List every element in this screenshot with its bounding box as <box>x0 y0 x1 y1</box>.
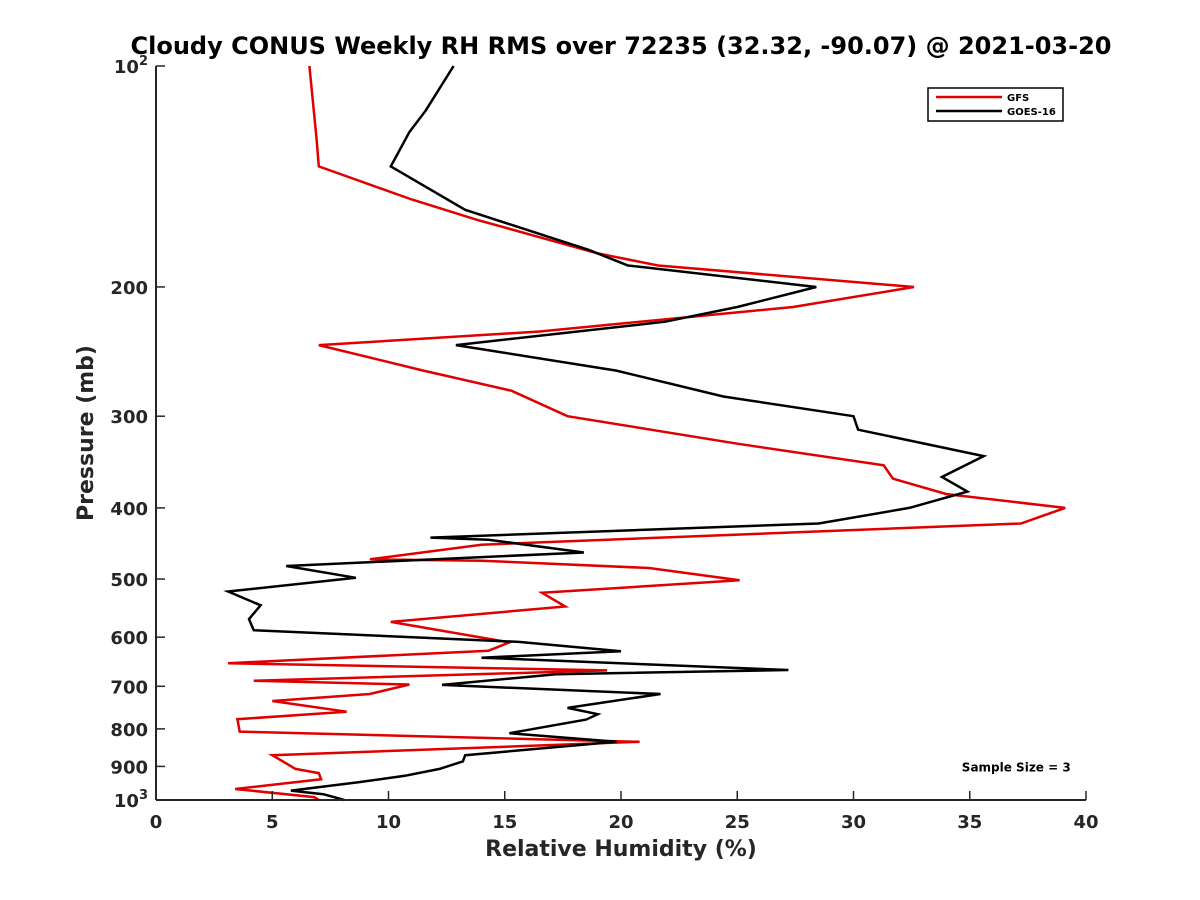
legend-label-gfs: GFS <box>1007 93 1029 104</box>
x-tick-label: 25 <box>725 812 750 833</box>
y-tick-label: 300 <box>110 407 148 428</box>
legend-box <box>927 87 1064 122</box>
sample-size-annotation: Sample Size = 3 <box>962 760 1071 774</box>
x-tick-label: 10 <box>376 812 401 833</box>
x-tick-label: 40 <box>1073 812 1098 833</box>
x-tick-label: 30 <box>841 812 866 833</box>
chart-title: Cloudy CONUS Weekly RH RMS over 72235 (3… <box>131 32 1112 60</box>
y-axis-ticks: 102 200 300 400 500 600 700 800 900 103 <box>110 54 165 812</box>
y-tick-label: 103 <box>114 788 148 812</box>
x-tick-label: 20 <box>608 812 633 833</box>
x-tick-label: 0 <box>150 812 163 833</box>
x-tick-label: 35 <box>957 812 982 833</box>
y-tick-label: 102 <box>114 54 148 78</box>
y-tick-label: 200 <box>110 278 148 299</box>
x-tick-label: 5 <box>266 812 279 833</box>
x-tick-label: 15 <box>492 812 517 833</box>
series-line-goes16 <box>223 65 988 802</box>
y-axis-label: Pressure (mb) <box>74 345 99 521</box>
y-tick-label: 400 <box>110 499 148 520</box>
plot-area: 0 5 10 15 20 25 30 35 40 102 200 300 400 500 600 700 80… <box>110 54 1098 833</box>
y-tick-label: 600 <box>110 628 148 649</box>
legend: GFS GOES-16 <box>927 87 1064 122</box>
x-axis-label: Relative Humidity (%) <box>485 837 757 862</box>
series-layer <box>223 65 1066 802</box>
y-tick-label: 700 <box>110 677 148 698</box>
series-line-gfs <box>228 65 1066 802</box>
legend-label-goes16: GOES-16 <box>1007 107 1056 118</box>
x-axis-ticks: 0 5 10 15 20 25 30 35 40 <box>150 791 1099 833</box>
y-tick-label: 900 <box>110 757 148 778</box>
y-tick-label: 800 <box>110 720 148 741</box>
y-tick-label: 500 <box>110 570 148 591</box>
